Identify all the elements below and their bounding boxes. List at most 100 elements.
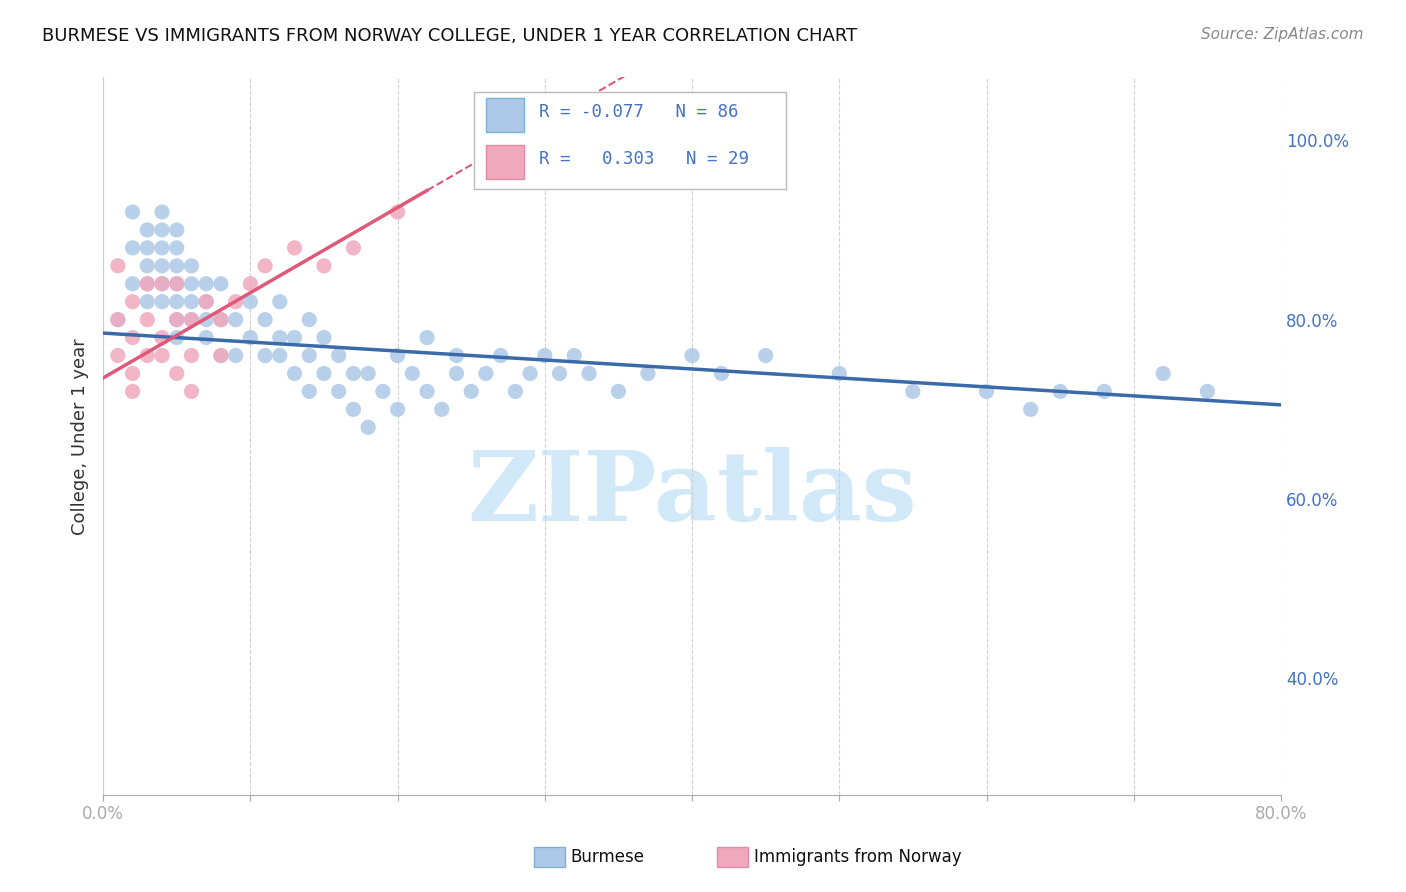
Point bbox=[209, 277, 232, 291]
Point bbox=[283, 367, 305, 381]
Point bbox=[195, 294, 218, 309]
Point bbox=[195, 312, 218, 326]
Point bbox=[446, 367, 468, 381]
Point bbox=[180, 312, 202, 326]
Point bbox=[121, 330, 143, 344]
Point bbox=[150, 241, 173, 255]
Text: R =   0.303   N = 29: R = 0.303 N = 29 bbox=[538, 150, 749, 168]
FancyBboxPatch shape bbox=[474, 92, 786, 189]
Point bbox=[209, 312, 232, 326]
Point bbox=[209, 312, 232, 326]
Point bbox=[298, 349, 321, 363]
Point bbox=[254, 349, 277, 363]
Point bbox=[755, 349, 778, 363]
Point bbox=[136, 312, 159, 326]
Point bbox=[371, 384, 394, 399]
Point bbox=[489, 349, 512, 363]
Point bbox=[107, 349, 129, 363]
Point bbox=[121, 294, 143, 309]
Point bbox=[1197, 384, 1219, 399]
Point bbox=[225, 294, 247, 309]
Point bbox=[1019, 402, 1042, 417]
Point bbox=[121, 384, 143, 399]
Point bbox=[180, 259, 202, 273]
Point bbox=[387, 402, 409, 417]
Point bbox=[416, 384, 439, 399]
Point bbox=[150, 223, 173, 237]
Point bbox=[269, 349, 291, 363]
Point bbox=[460, 384, 482, 399]
Point bbox=[710, 367, 733, 381]
Point bbox=[166, 223, 188, 237]
Bar bbox=[486, 145, 523, 179]
Point bbox=[1049, 384, 1071, 399]
Point bbox=[283, 241, 305, 255]
Point bbox=[519, 367, 541, 381]
Point bbox=[166, 241, 188, 255]
Text: BURMESE VS IMMIGRANTS FROM NORWAY COLLEGE, UNDER 1 YEAR CORRELATION CHART: BURMESE VS IMMIGRANTS FROM NORWAY COLLEG… bbox=[42, 27, 858, 45]
Point bbox=[269, 294, 291, 309]
Point bbox=[342, 241, 364, 255]
Text: Immigrants from Norway: Immigrants from Norway bbox=[754, 848, 962, 866]
Point bbox=[312, 330, 335, 344]
Point bbox=[1152, 367, 1174, 381]
Point bbox=[107, 312, 129, 326]
Point bbox=[209, 349, 232, 363]
Point bbox=[607, 384, 630, 399]
Point bbox=[180, 312, 202, 326]
Point bbox=[387, 349, 409, 363]
Point bbox=[1092, 384, 1115, 399]
Y-axis label: College, Under 1 year: College, Under 1 year bbox=[72, 338, 89, 534]
Point bbox=[637, 367, 659, 381]
Point bbox=[180, 277, 202, 291]
Point bbox=[387, 205, 409, 219]
Point bbox=[150, 259, 173, 273]
Point bbox=[166, 277, 188, 291]
Point bbox=[180, 349, 202, 363]
Point bbox=[533, 349, 555, 363]
Point bbox=[107, 312, 129, 326]
Point bbox=[239, 330, 262, 344]
Point bbox=[150, 205, 173, 219]
Point bbox=[166, 330, 188, 344]
Point bbox=[121, 241, 143, 255]
Point bbox=[430, 402, 453, 417]
Point bbox=[150, 330, 173, 344]
Point bbox=[828, 367, 851, 381]
Point bbox=[195, 277, 218, 291]
Point bbox=[254, 259, 277, 273]
Point bbox=[107, 259, 129, 273]
Text: Source: ZipAtlas.com: Source: ZipAtlas.com bbox=[1201, 27, 1364, 42]
Point bbox=[578, 367, 600, 381]
Point bbox=[298, 384, 321, 399]
Point bbox=[548, 367, 571, 381]
Point bbox=[681, 349, 703, 363]
Point bbox=[225, 349, 247, 363]
Point bbox=[239, 277, 262, 291]
Point bbox=[136, 349, 159, 363]
Point bbox=[254, 312, 277, 326]
Point bbox=[298, 312, 321, 326]
Point bbox=[475, 367, 498, 381]
Point bbox=[976, 384, 998, 399]
Point bbox=[166, 294, 188, 309]
Point bbox=[401, 367, 423, 381]
Point bbox=[225, 312, 247, 326]
Point bbox=[150, 277, 173, 291]
Point bbox=[166, 312, 188, 326]
Point bbox=[180, 294, 202, 309]
Point bbox=[562, 349, 585, 363]
Point bbox=[446, 349, 468, 363]
Point bbox=[505, 384, 527, 399]
Point bbox=[136, 277, 159, 291]
Text: Burmese: Burmese bbox=[571, 848, 645, 866]
Point bbox=[166, 259, 188, 273]
Point bbox=[209, 349, 232, 363]
Bar bbox=[486, 98, 523, 133]
Point bbox=[180, 384, 202, 399]
Point bbox=[166, 277, 188, 291]
Point bbox=[357, 367, 380, 381]
Text: R = -0.077   N = 86: R = -0.077 N = 86 bbox=[538, 103, 738, 121]
Point bbox=[121, 205, 143, 219]
Point bbox=[357, 420, 380, 434]
